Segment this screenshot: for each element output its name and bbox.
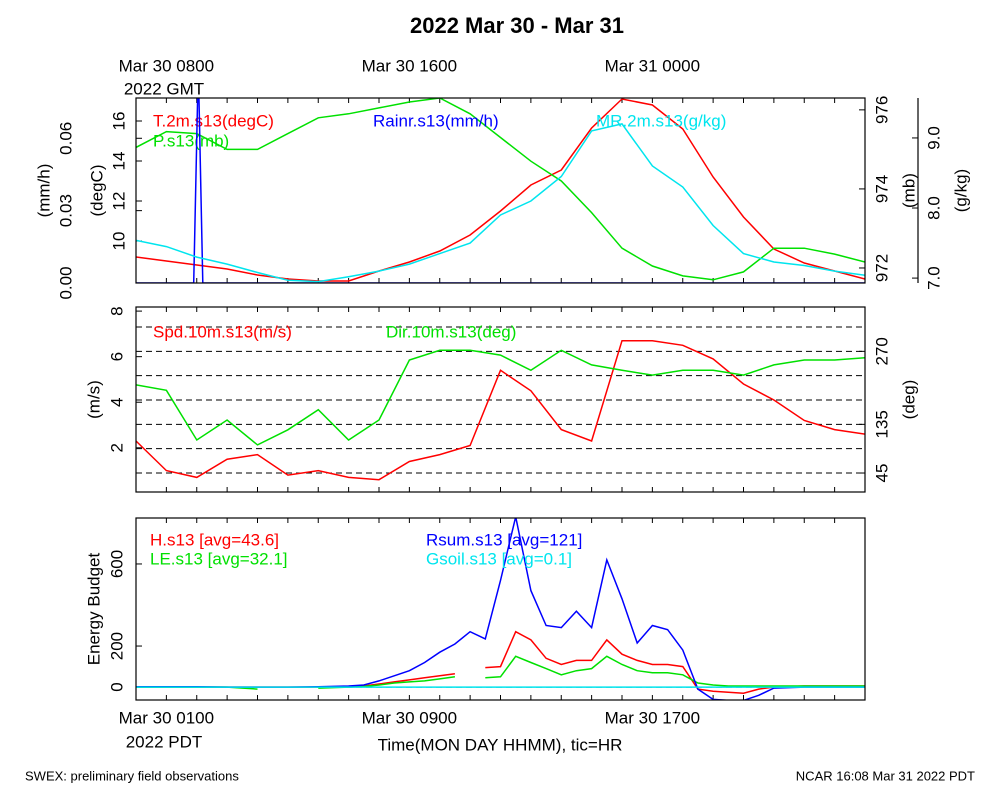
legend-entry: Rainr.s13(mm/h) bbox=[373, 111, 499, 130]
y-tick-label: 12 bbox=[109, 192, 128, 211]
y-axis-label: (deg) bbox=[899, 380, 918, 420]
series-line bbox=[136, 123, 865, 283]
legend-entry: T.2m.s13(degC) bbox=[153, 111, 274, 130]
y-axis-label: Energy Budget bbox=[84, 552, 103, 665]
y-tick-label: 974 bbox=[872, 175, 891, 203]
plot-frame bbox=[135, 517, 866, 701]
y-tick-label: 45 bbox=[872, 464, 891, 483]
y-axis-label: (mm/h) bbox=[34, 164, 53, 218]
y-tick-label: 0.06 bbox=[56, 122, 75, 155]
series-line bbox=[136, 98, 865, 281]
y-tick-label: 9.0 bbox=[924, 126, 943, 150]
y-tick-label: 7.0 bbox=[924, 266, 943, 290]
legend-entry: LE.s13 [avg=32.1] bbox=[150, 549, 288, 568]
y-tick-label: 972 bbox=[872, 254, 891, 282]
pdt-tick-label: Mar 30 0100 bbox=[119, 708, 214, 727]
y-tick-label: 14 bbox=[109, 152, 128, 171]
y-tick-label: 2 bbox=[107, 443, 126, 452]
series-line bbox=[136, 339, 865, 481]
legend-entry: Dir.10m.s13(deg) bbox=[386, 322, 516, 341]
legend-entry: H.s13 [avg=43.6] bbox=[150, 530, 279, 549]
pdt-tick-label: Mar 30 1700 bbox=[605, 708, 700, 727]
y-tick-label: 8.0 bbox=[924, 196, 943, 220]
y-tick-label: 976 bbox=[872, 96, 891, 124]
legend-entry: P.s13(mb) bbox=[153, 131, 229, 150]
legend-entry: Spd.10m.s13(m/s) bbox=[153, 322, 292, 341]
chart-title: 2022 Mar 30 - Mar 31 bbox=[410, 13, 624, 38]
gmt-tick-label: Mar 31 0000 bbox=[605, 56, 700, 75]
y-axis-label: (m/s) bbox=[84, 380, 103, 419]
y-tick-label: 200 bbox=[107, 632, 126, 660]
y-tick-label: 135 bbox=[872, 410, 891, 438]
y-tick-label: 0.00 bbox=[56, 266, 75, 299]
y-axis-label: (mb) bbox=[899, 173, 918, 208]
gmt-tick-label: Mar 30 0800 bbox=[119, 56, 214, 75]
y-axis-label: (degC) bbox=[87, 165, 106, 217]
pdt-tick-label: Mar 30 0900 bbox=[362, 708, 457, 727]
y-axis-label: (g/kg) bbox=[951, 169, 970, 212]
y-tick-label: 8 bbox=[107, 306, 126, 315]
y-tick-label: 270 bbox=[872, 337, 891, 365]
gmt-zone-label: 2022 GMT bbox=[124, 79, 204, 98]
series-line bbox=[136, 98, 865, 282]
footer-right: NCAR 16:08 Mar 31 2022 PDT bbox=[796, 768, 975, 783]
y-tick-label: 16 bbox=[109, 112, 128, 131]
series-line bbox=[136, 349, 865, 446]
plot-frame bbox=[135, 306, 866, 493]
y-tick-label: 0.03 bbox=[56, 194, 75, 227]
y-tick-label: 6 bbox=[107, 352, 126, 361]
plot-frame bbox=[135, 97, 866, 284]
gmt-tick-label: Mar 30 1600 bbox=[362, 56, 457, 75]
legend-entry: Gsoil.s13 [avg=0.1] bbox=[426, 549, 572, 568]
pdt-zone-label: 2022 PDT bbox=[126, 732, 203, 751]
footer-left: SWEX: preliminary field observations bbox=[25, 768, 239, 783]
legend-entry: Rsum.s13 [avg=121] bbox=[426, 530, 582, 549]
y-tick-label: 0 bbox=[107, 682, 126, 691]
y-tick-label: 4 bbox=[107, 397, 126, 406]
legend-entry: MR.2m.s13(g/kg) bbox=[596, 111, 726, 130]
y-tick-label: 10 bbox=[109, 232, 128, 251]
x-axis-label: Time(MON DAY HHMM), tic=HR bbox=[378, 735, 623, 754]
y-tick-label: 600 bbox=[107, 550, 126, 578]
